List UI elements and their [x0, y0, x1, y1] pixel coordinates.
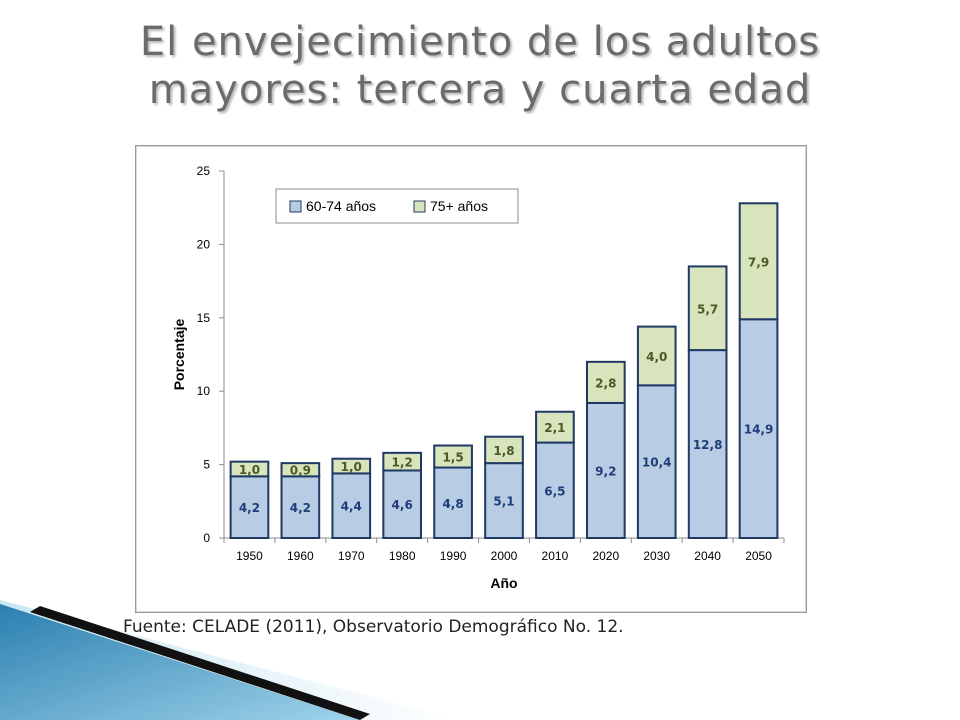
- bar-60-74-2010: [535, 441, 575, 539]
- bar-75-plus-1950: [229, 460, 270, 478]
- stacked-bar-chart: 0 5 10 15 20 25 1950 1960 1970 1980 1990 2000 2010 2…: [171, 164, 785, 591]
- bar-60-74-2000: [484, 462, 524, 539]
- bar-75-plus-1970: [331, 457, 372, 475]
- y-axis-ticks: 0 5 10 15 20 25: [197, 164, 224, 545]
- data-label-75-plus-2000: 1,8: [493, 444, 514, 458]
- legend-swatch-75-plus: [413, 200, 426, 213]
- data-label-60-74-1990: 4,8: [442, 497, 463, 511]
- slide-title-line-1: El envejecimiento de los adultos: [139, 19, 821, 65]
- bar-75-plus-2030: [636, 325, 677, 387]
- x-tick-label-2040: 2040: [694, 549, 721, 563]
- x-tick-label-1970: 1970: [338, 549, 365, 563]
- x-tick-label-1990: 1990: [440, 549, 467, 563]
- y-tick-label-20: 20: [197, 237, 211, 251]
- legend: 60-74 años 75+ años: [275, 188, 519, 224]
- bar-75-plus-1960: [280, 462, 321, 478]
- data-label-60-74-1960: 4,2: [290, 501, 311, 515]
- data-label-60-74-2030: 10,4: [642, 456, 672, 470]
- bar-75-plus-2010: [535, 410, 575, 444]
- chart-frame: 0 5 10 15 20 25 1950 1960 1970 1980 1990 2000 2010 2…: [135, 145, 807, 613]
- data-label-75-plus-1970: 1,0: [341, 460, 362, 474]
- bar-60-74-1960: [280, 475, 321, 539]
- data-label-75-plus-1960: 0,9: [290, 464, 311, 478]
- legend-label-75-plus: 75+ años: [430, 198, 488, 214]
- y-tick-label-5: 5: [203, 458, 210, 472]
- bar-75-plus-2000: [484, 435, 524, 465]
- x-tick-label-2030: 2030: [643, 549, 670, 563]
- data-label-75-plus-2050: 7,9: [748, 255, 769, 269]
- bar-60-74-1990: [433, 466, 473, 540]
- x-tick-label-2050: 2050: [745, 549, 772, 563]
- bar-75-plus-2040: [687, 265, 728, 352]
- source-note: Fuente: CELADE (2011), Observatorio Demo…: [123, 617, 624, 637]
- legend-swatch-60-74: [289, 200, 302, 213]
- data-label-60-74-1980: 4,6: [392, 498, 413, 512]
- x-tick-label-2010: 2010: [542, 549, 569, 563]
- data-label-60-74-2050: 14,9: [744, 423, 774, 437]
- x-axis-label: Año: [490, 575, 517, 591]
- corner-decoration: [0, 600, 460, 720]
- legend-label-60-74: 60-74 años: [306, 198, 376, 214]
- y-axis-label: Porcentaje: [171, 318, 187, 390]
- bar-60-74-2030: [636, 384, 677, 539]
- bar-75-plus-2050: [738, 202, 779, 321]
- y-tick-label-0: 0: [203, 531, 210, 545]
- x-tick-label-2000: 2000: [491, 549, 518, 563]
- data-label-75-plus-1950: 1,0: [239, 463, 260, 477]
- data-label-60-74-2020: 9,2: [595, 464, 616, 478]
- slide-title-line-2: mayores: tercera y cuarta edad: [148, 67, 812, 113]
- bar-60-74-2040: [687, 349, 728, 539]
- x-tick-label-1950: 1950: [236, 549, 263, 563]
- x-axis-ticks: 1950 1960 1970 1980 1990 2000 2010 2020 2030 2040…: [223, 538, 785, 563]
- slide-title: El envejecimiento de los adultos mayores…: [60, 18, 900, 114]
- data-label-60-74-1950: 4,2: [239, 501, 260, 515]
- bar-60-74-2050: [738, 318, 779, 539]
- legend-box: [275, 188, 519, 224]
- bar-75-plus-1990: [433, 444, 473, 469]
- corner-blue-band: [0, 604, 360, 720]
- data-label-60-74-2000: 5,1: [493, 495, 514, 509]
- bars-group: [229, 202, 779, 540]
- y-tick-label-10: 10: [197, 384, 211, 398]
- bar-60-74-1970: [331, 472, 372, 539]
- data-label-75-plus-2030: 4,0: [646, 350, 667, 364]
- data-label-60-74-2010: 6,5: [544, 484, 565, 498]
- y-tick-label-25: 25: [197, 164, 211, 178]
- data-label-75-plus-2010: 2,1: [544, 421, 565, 435]
- bar-labels-group: 4,2 1,0 4,2 0,9 4,4 1,0 4,6 1,2 4,8 1,5 5,1 1,8 6,5 2…: [239, 255, 774, 515]
- y-tick-label-15: 15: [197, 311, 211, 325]
- bar-75-plus-2020: [585, 360, 626, 404]
- bar-75-plus-1980: [382, 451, 423, 472]
- data-label-75-plus-1980: 1,2: [392, 456, 413, 470]
- x-tick-label-1980: 1980: [389, 549, 416, 563]
- data-label-75-plus-1990: 1,5: [442, 451, 463, 465]
- x-tick-label-1960: 1960: [287, 549, 314, 563]
- bar-60-74-1950: [229, 475, 270, 539]
- data-label-75-plus-2040: 5,7: [697, 302, 718, 316]
- data-label-75-plus-2020: 2,8: [595, 376, 616, 390]
- x-tick-label-2020: 2020: [592, 549, 619, 563]
- corner-dark-stroke: [30, 606, 370, 720]
- data-label-60-74-1970: 4,4: [341, 500, 362, 514]
- data-label-60-74-2040: 12,8: [693, 438, 723, 452]
